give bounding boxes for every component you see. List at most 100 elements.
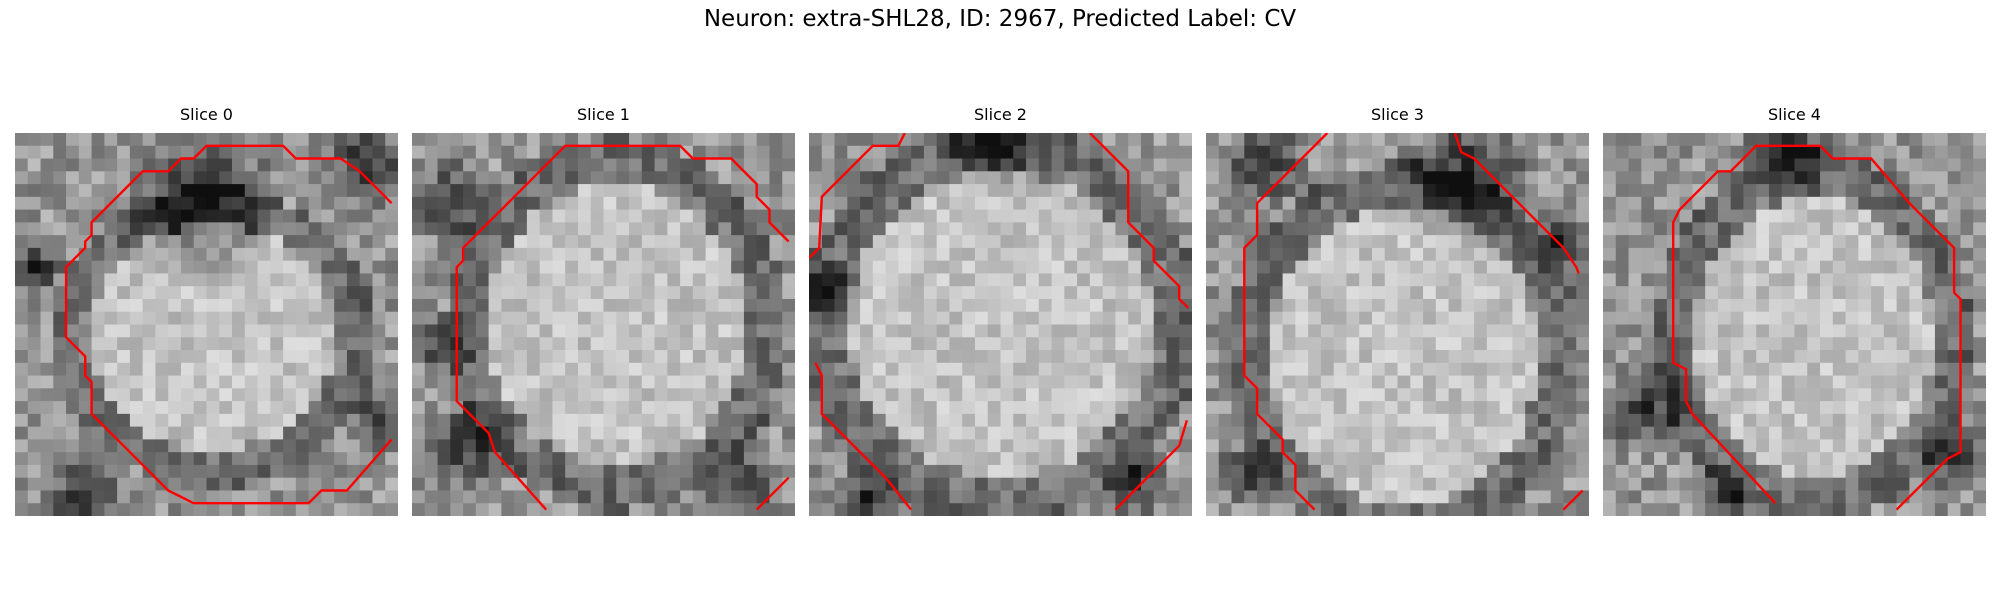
pixel — [295, 375, 310, 389]
pixel — [1550, 209, 1564, 223]
pixel — [321, 426, 335, 440]
pixel — [117, 350, 131, 364]
pixel — [193, 235, 207, 249]
pixel — [1512, 247, 1526, 262]
pixel — [1474, 311, 1488, 325]
pixel — [1038, 337, 1052, 351]
pixel — [1448, 145, 1462, 159]
pixel — [680, 133, 694, 147]
pixel — [1499, 222, 1513, 236]
pixel — [731, 273, 745, 287]
pixel — [1064, 235, 1078, 249]
pixel — [1320, 286, 1335, 300]
pixel — [1026, 464, 1040, 479]
pixel — [244, 477, 258, 491]
pixel — [962, 324, 976, 338]
pixel — [590, 490, 604, 504]
pixel — [1448, 464, 1462, 479]
pixel — [1628, 350, 1642, 364]
pixel — [193, 503, 207, 516]
pixel — [1026, 350, 1040, 364]
pixel — [1218, 209, 1232, 223]
pixel — [1038, 145, 1052, 159]
pixel — [603, 209, 617, 223]
pixel — [1346, 464, 1360, 479]
pixel — [809, 133, 823, 147]
pixel — [616, 247, 630, 262]
pixel — [15, 260, 29, 274]
pixel — [463, 388, 477, 402]
pixel — [1781, 311, 1795, 325]
pixel — [526, 158, 541, 172]
pixel — [1115, 286, 1129, 300]
pixel — [1705, 375, 1719, 389]
pixel — [1883, 464, 1898, 479]
pixel — [104, 273, 118, 287]
pixel — [1960, 247, 1974, 262]
pixel — [1743, 133, 1757, 147]
pixel — [962, 464, 976, 479]
pixel — [1384, 490, 1398, 504]
pixel — [1153, 209, 1167, 223]
pixel — [1166, 477, 1180, 491]
pixel — [463, 401, 477, 415]
pixel — [1756, 196, 1770, 210]
pixel — [91, 388, 105, 402]
pixel — [1346, 490, 1360, 504]
pixel — [91, 503, 105, 516]
pixel — [1883, 298, 1898, 313]
pixel — [1371, 273, 1386, 287]
pixel — [1140, 196, 1155, 210]
pixel — [1781, 426, 1795, 440]
pixel — [1781, 375, 1795, 389]
pixel — [1896, 388, 1910, 402]
pixel — [1679, 439, 1693, 453]
pixel — [1576, 477, 1589, 491]
pixel — [552, 362, 566, 376]
pixel — [526, 362, 541, 376]
pixel — [1308, 426, 1322, 440]
pixel — [308, 171, 322, 185]
pixel — [1934, 362, 1949, 376]
pixel — [1038, 158, 1052, 172]
pixel — [1973, 503, 1986, 516]
pixel — [1947, 401, 1961, 415]
pixel — [847, 222, 861, 236]
pixel — [962, 362, 976, 376]
pixel — [1563, 184, 1577, 198]
pixel — [40, 401, 54, 415]
pixel — [1371, 439, 1386, 453]
pixel — [603, 286, 617, 300]
pixel — [1743, 260, 1757, 274]
pixel — [1717, 362, 1732, 376]
pixel — [372, 222, 386, 236]
pixel — [270, 388, 284, 402]
pixel — [1397, 286, 1411, 300]
pixel — [974, 413, 989, 428]
pixel — [1269, 311, 1283, 325]
pixel — [1038, 235, 1052, 249]
pixel — [1615, 464, 1629, 479]
pixel — [1807, 375, 1821, 389]
pixel — [1705, 158, 1719, 172]
pixel — [15, 145, 29, 159]
pixel — [40, 503, 54, 516]
pixel — [1435, 171, 1449, 185]
pixel — [424, 350, 438, 364]
pixel — [1244, 464, 1258, 479]
pixel — [283, 324, 297, 338]
pixel — [1206, 324, 1220, 338]
pixel — [654, 503, 668, 516]
pixel — [1820, 490, 1834, 504]
pixel — [1973, 196, 1986, 210]
pixel — [1244, 413, 1258, 428]
pixel — [53, 477, 67, 491]
pixel — [539, 247, 553, 262]
pixel — [1794, 388, 1808, 402]
pixel — [1089, 439, 1104, 453]
pixel — [412, 350, 426, 364]
pixel — [1320, 426, 1335, 440]
pixel — [244, 260, 258, 274]
pixel — [1013, 362, 1027, 376]
pixel — [603, 490, 617, 504]
